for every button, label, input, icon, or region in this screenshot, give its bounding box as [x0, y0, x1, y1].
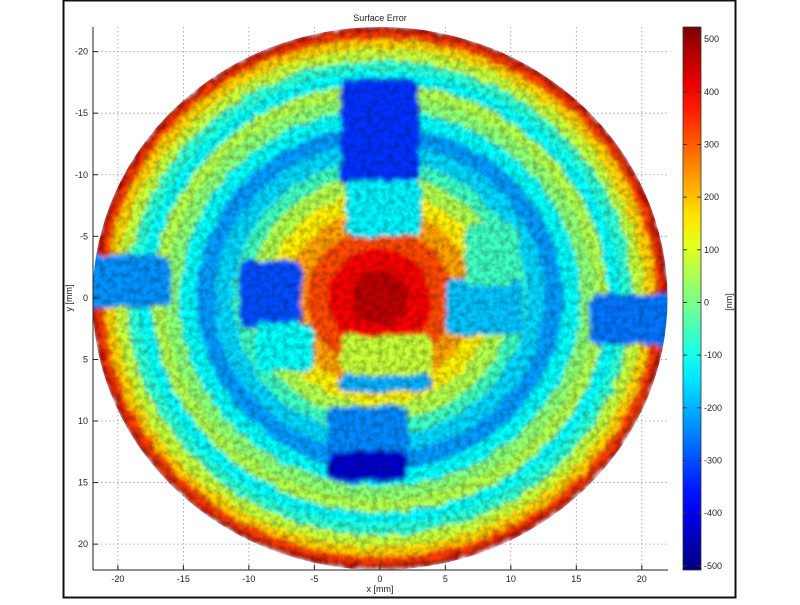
y-tick-label: -10	[75, 170, 88, 180]
y-tick-label: 5	[83, 354, 88, 364]
x-tick-label: 20	[637, 574, 647, 584]
y-tick-label: -5	[80, 231, 88, 241]
x-tick-label: 5	[443, 574, 448, 584]
colorbar-tick-label: -500	[704, 561, 722, 571]
x-tick-label: 10	[506, 574, 516, 584]
y-tick-label: 0	[83, 293, 88, 303]
colorbar-tick-label: -200	[704, 403, 722, 413]
colorbar-tick-label: 400	[704, 87, 719, 97]
colorbar-gradient	[682, 26, 702, 571]
x-tick-label: -10	[242, 574, 255, 584]
axes: -20 -15 -10 -5 0 5 10 15 20 -20 -15 -10 -5 0 5 10 15 20	[75, 27, 668, 584]
x-tick-label: -20	[111, 574, 124, 584]
colorbar-tick-label: -400	[704, 508, 722, 518]
y-tick-label: -20	[75, 47, 88, 57]
colorbar-tick-label: 0	[704, 297, 709, 307]
chart-title: Surface Error	[353, 13, 407, 23]
surface-map	[92, 27, 668, 570]
x-axis-label: x [mm]	[367, 584, 394, 594]
y-tick-label: -15	[75, 108, 88, 118]
colorbar-tick-label: 500	[704, 34, 719, 44]
y-tick-label: 15	[78, 478, 88, 488]
x-tick-label: -5	[310, 574, 318, 584]
colorbar-tick-label: 200	[704, 192, 719, 202]
colorbar-tick-label: 100	[704, 245, 719, 255]
colorbar-tick-label: 300	[704, 139, 719, 149]
y-tick-label: 10	[78, 416, 88, 426]
y-tick-label: 20	[78, 539, 88, 549]
colorbar-tick-label: -100	[704, 350, 722, 360]
colorbar-tick-label: -300	[704, 455, 722, 465]
colorbar-label: [nm]	[724, 293, 734, 311]
y-axis-label: y [mm]	[64, 285, 74, 312]
x-tick-label: -15	[177, 574, 190, 584]
colorbar: 500 400 300 200 100 0 -100 -200 -300 -400 -500	[682, 26, 722, 571]
x-tick-label: 0	[377, 574, 382, 584]
x-tick-label: 15	[571, 574, 581, 584]
surface-texture	[92, 27, 668, 570]
